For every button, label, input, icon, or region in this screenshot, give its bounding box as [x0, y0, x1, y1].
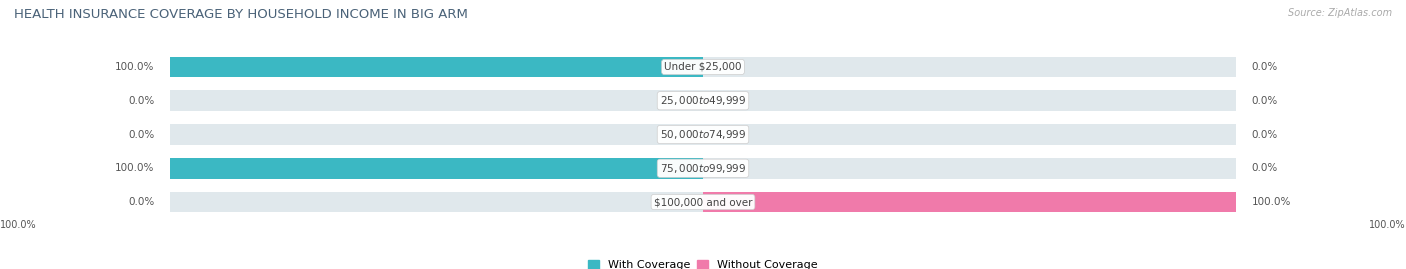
Bar	[170, 90, 1236, 111]
Text: $50,000 to $74,999: $50,000 to $74,999	[659, 128, 747, 141]
Bar	[703, 192, 1236, 213]
Text: 100.0%: 100.0%	[0, 220, 37, 230]
Text: Under $25,000: Under $25,000	[664, 62, 742, 72]
Text: 0.0%: 0.0%	[128, 96, 155, 106]
Legend: With Coverage, Without Coverage: With Coverage, Without Coverage	[588, 260, 818, 269]
Bar	[170, 158, 703, 179]
Text: 0.0%: 0.0%	[1251, 96, 1278, 106]
Text: 0.0%: 0.0%	[1251, 129, 1278, 140]
Text: $100,000 and over: $100,000 and over	[654, 197, 752, 207]
Bar	[170, 192, 1236, 213]
Text: 0.0%: 0.0%	[128, 129, 155, 140]
Text: 0.0%: 0.0%	[1251, 163, 1278, 173]
Text: 0.0%: 0.0%	[128, 197, 155, 207]
Text: HEALTH INSURANCE COVERAGE BY HOUSEHOLD INCOME IN BIG ARM: HEALTH INSURANCE COVERAGE BY HOUSEHOLD I…	[14, 8, 468, 21]
Bar	[170, 56, 1236, 77]
Bar	[170, 56, 703, 77]
Text: $25,000 to $49,999: $25,000 to $49,999	[659, 94, 747, 107]
Bar	[170, 124, 1236, 145]
Text: 0.0%: 0.0%	[1251, 62, 1278, 72]
Text: $75,000 to $99,999: $75,000 to $99,999	[659, 162, 747, 175]
Text: 100.0%: 100.0%	[1369, 220, 1406, 230]
Text: Source: ZipAtlas.com: Source: ZipAtlas.com	[1288, 8, 1392, 18]
Text: 100.0%: 100.0%	[1251, 197, 1291, 207]
Text: 100.0%: 100.0%	[115, 163, 155, 173]
Text: 100.0%: 100.0%	[115, 62, 155, 72]
Bar	[170, 158, 1236, 179]
